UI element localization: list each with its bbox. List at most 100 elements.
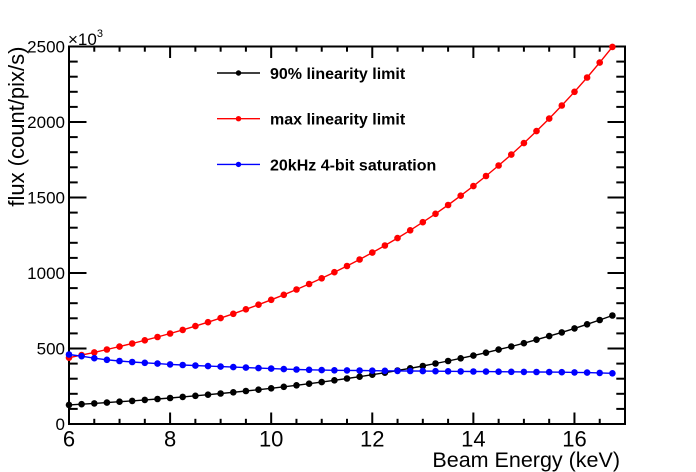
series-marker-0 [255,386,262,394]
series-marker-0 [293,382,300,389]
series-marker-1 [596,59,603,66]
series-marker-1 [280,291,288,299]
series-marker-2 [128,358,136,366]
series-marker-0 [571,325,578,332]
series-marker-1 [267,296,275,304]
series-marker-0 [533,336,540,344]
series-marker-1 [495,162,502,169]
series-marker-1 [571,88,578,96]
series-marker-2 [444,368,452,375]
series-marker-1 [369,249,376,256]
series-marker-1 [583,74,591,81]
series-marker-2 [91,354,98,362]
legend-marker-0 [235,70,242,76]
x-tick-label: 6 [63,427,75,452]
series-marker-2 [154,360,161,367]
axis-labels: 6 8 10 12 14 16 0 500 1000 1500 2000 2500 [27,38,587,452]
series-marker-0 [280,383,288,391]
series-marker-0 [482,349,490,357]
series-marker-0 [545,332,553,340]
series-marker-0 [495,346,502,353]
series-marker-2 [255,364,262,372]
series-marker-0 [432,360,439,367]
x-tick-label: 14 [461,427,485,452]
axis-titles: Beam Energy (keV) flux (count/pix/s) ×103 [4,28,620,472]
series-marker-1 [406,227,414,234]
series-marker-0 [141,396,149,404]
y-tick-label: 500 [37,340,65,359]
series-marker-2 [331,367,338,374]
series-marker-2 [192,362,199,369]
series-marker-1 [432,210,439,218]
series-marker-0 [596,316,603,324]
series-marker-0 [65,401,73,409]
series-marker-0 [128,397,136,405]
series-marker-2 [571,369,578,376]
series-marker-1 [217,314,224,322]
y-axis-multiplier: ×103 [68,28,103,49]
series-marker-0 [583,321,591,328]
series-marker-1 [192,322,199,330]
series-marker-1 [230,310,237,318]
series-marker-1 [331,268,338,276]
series-marker-2 [596,369,603,377]
series-marker-2 [583,369,591,376]
series-marker-2 [204,362,212,370]
series-marker-2 [179,361,186,369]
y-tick-label: 0 [56,415,65,434]
x-tick-label: 10 [259,427,283,452]
series-line-1 [68,46,613,359]
series-marker-2 [545,368,553,376]
series-marker-2 [141,359,149,367]
series-marker-0 [356,373,363,381]
y-tick-label: 2000 [27,113,65,132]
series-marker-2 [609,370,616,377]
series-marker-2 [166,361,174,368]
series-marker-1 [419,218,427,226]
series-marker-0 [444,357,452,365]
series-marker-2 [242,364,250,371]
series-marker-0 [419,362,427,370]
series-marker-1 [356,256,363,263]
series-marker-1 [343,262,351,270]
series-marker-2 [103,356,111,364]
x-tick-label: 12 [360,427,384,452]
legend-label-0: 90% linearity limit [270,66,406,83]
series-marker-2 [116,357,123,365]
series-marker-1 [293,286,300,293]
series-marker-0 [470,352,477,359]
series-marker-1 [116,343,123,350]
series-marker-0 [166,394,174,402]
series-marker-2 [369,367,376,375]
series-marker-2 [470,368,477,375]
axis-ticks [68,45,626,425]
series-marker-0 [331,377,338,384]
series-marker-0 [217,390,224,397]
y-tick-label: 2500 [27,38,65,57]
series-marker-1 [533,127,540,135]
plot-frame [68,45,626,425]
legend-label-2: 20kHz 4-bit saturation [270,157,436,174]
y-tick-label: 1000 [27,264,65,283]
series-marker-2 [432,367,439,375]
series-marker-0 [318,378,326,386]
series-marker-1 [520,139,528,147]
series-marker-1 [128,340,136,347]
series-marker-2 [230,363,237,371]
legend: 90% linearity limit max linearity limit 20… [217,66,436,174]
y-axis-title: flux (count/pix/s) [4,47,29,207]
series-marker-2 [78,352,85,360]
series-marker-2 [343,367,351,374]
series-marker-1 [545,115,553,122]
series-marker-1 [305,280,313,288]
series-marker-1 [255,301,262,309]
series-marker-2 [217,363,224,370]
series-marker-2 [280,365,288,373]
series-marker-0 [508,343,515,350]
series-marker-1 [318,275,326,282]
series-marker-1 [242,306,250,313]
series-marker-0 [457,355,465,362]
series-marker-2 [65,351,73,358]
